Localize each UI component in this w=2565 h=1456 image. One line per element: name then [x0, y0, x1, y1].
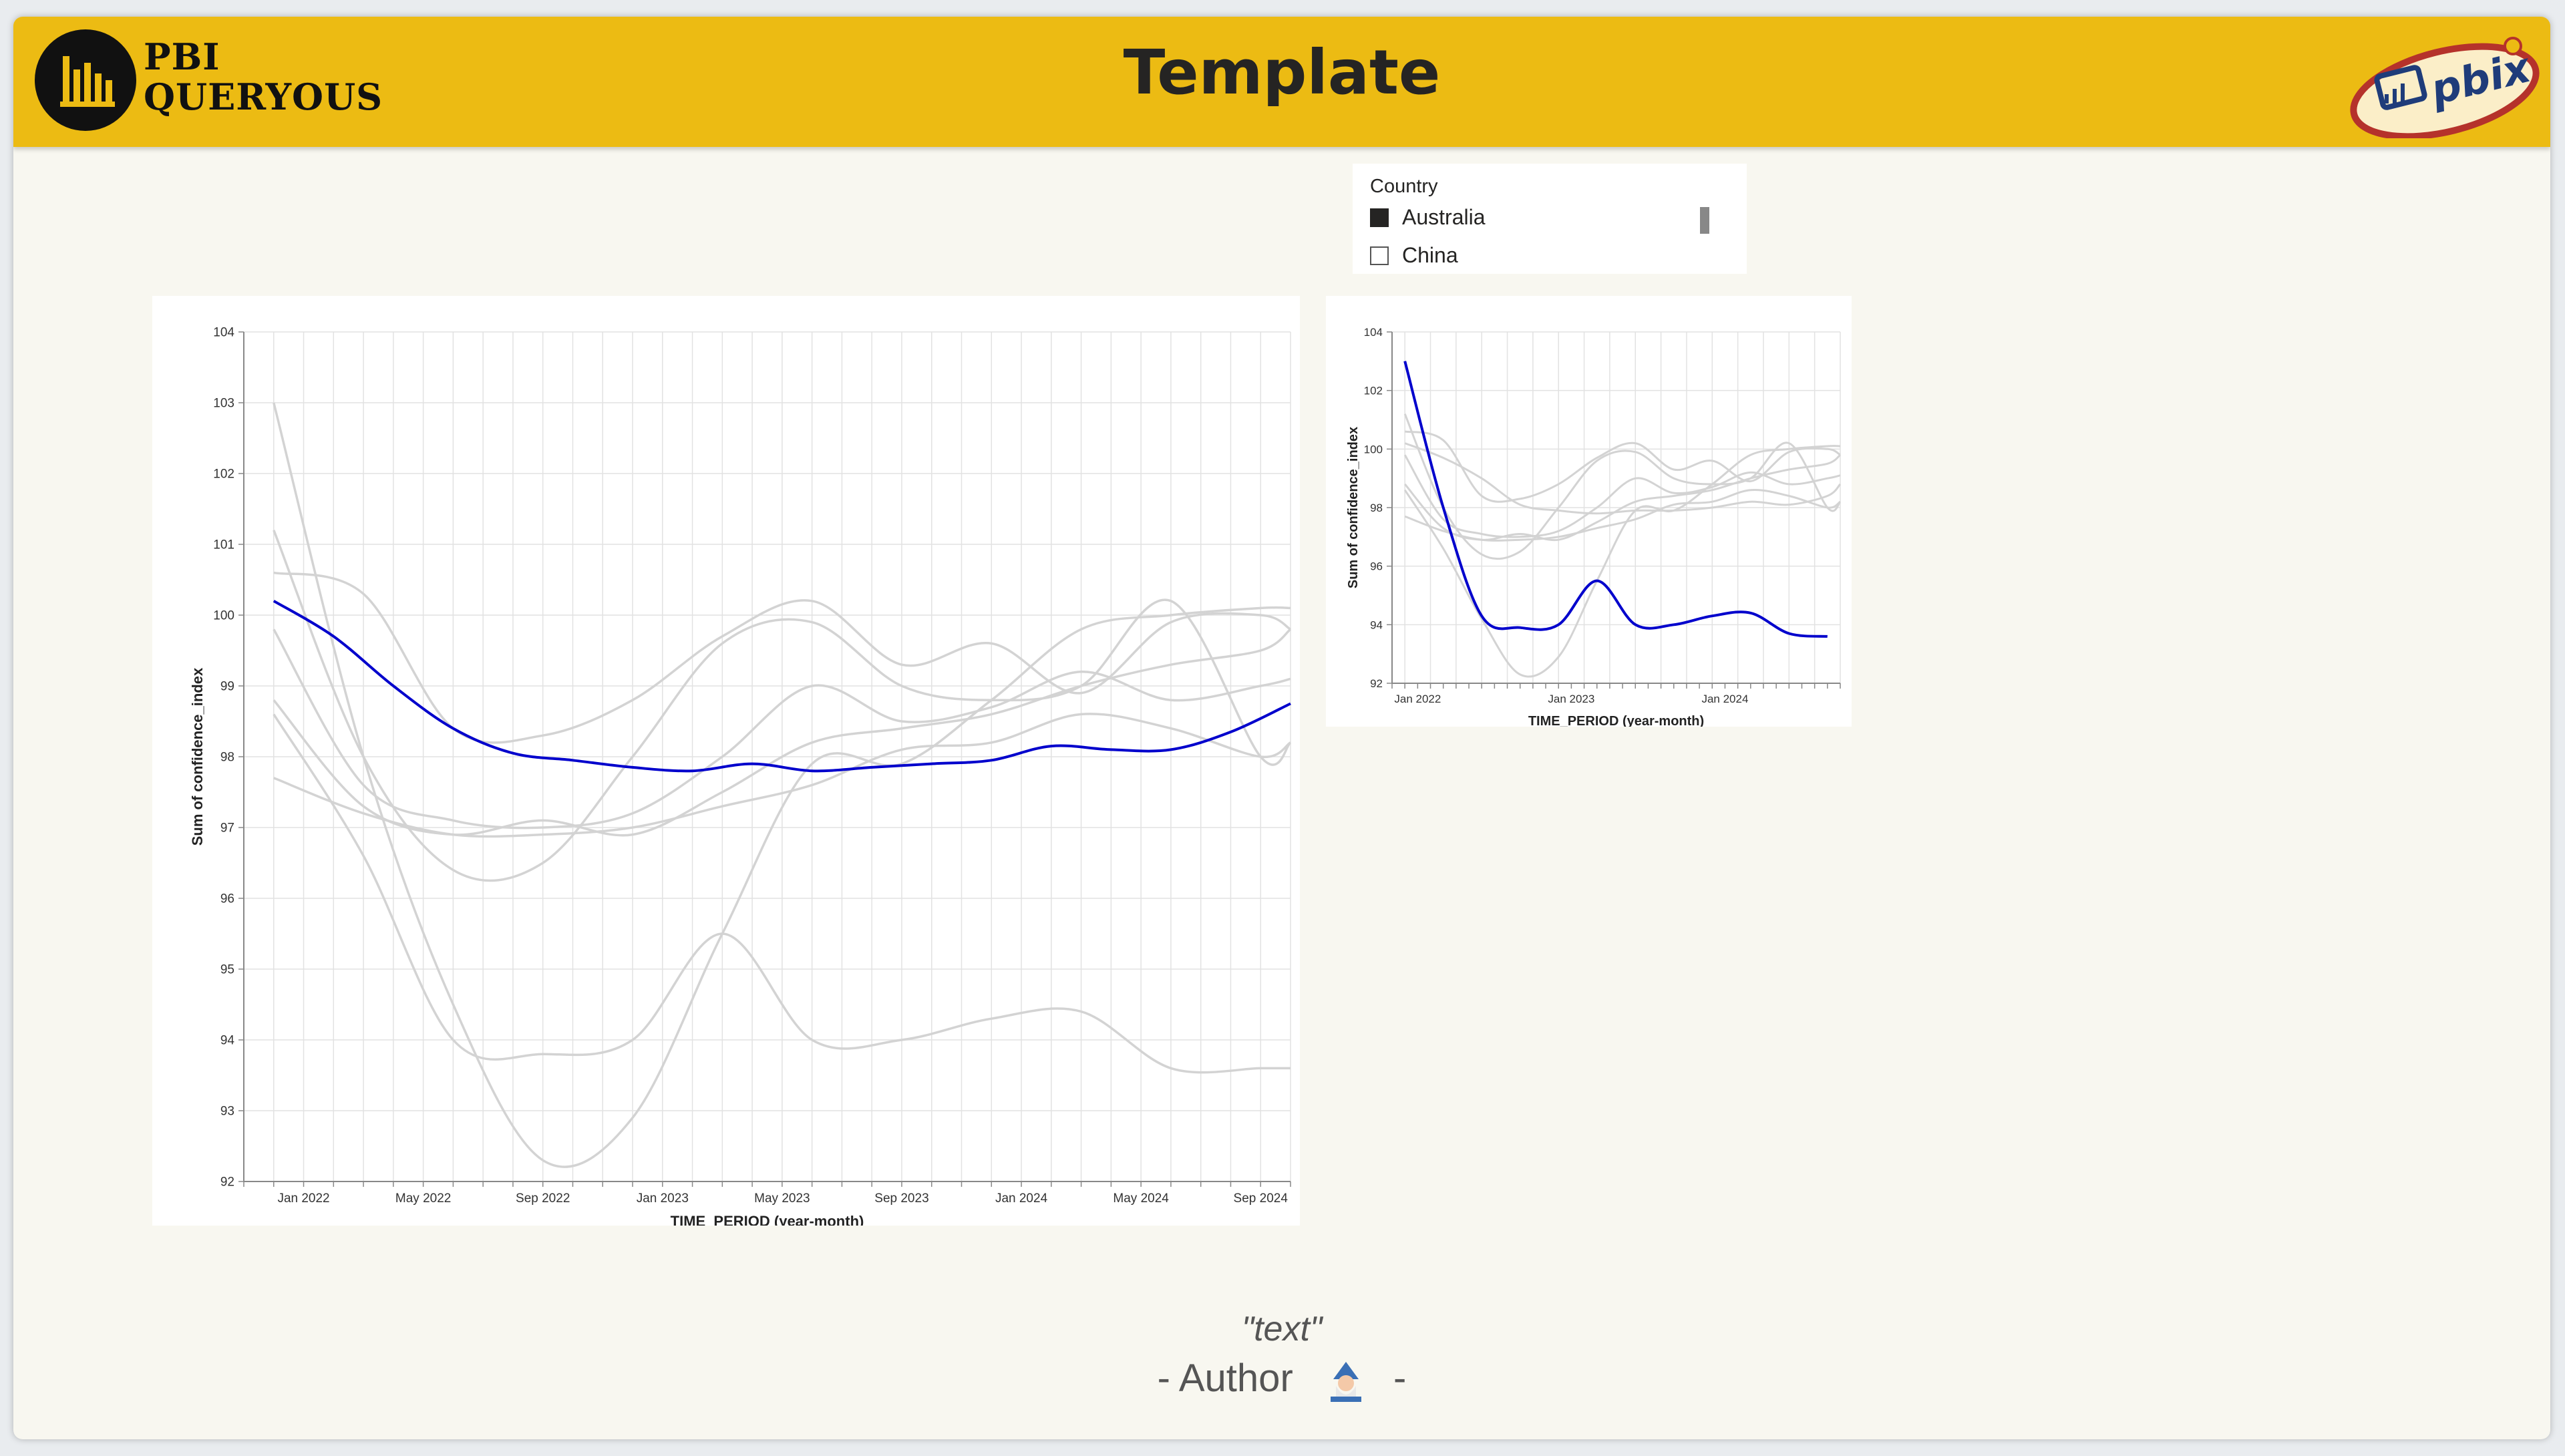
background-series-line	[1403, 445, 1841, 678]
wizard-icon	[1330, 1361, 1361, 1402]
y-tick-label: 96	[1370, 560, 1383, 573]
y-tick-label: 93	[220, 1105, 234, 1119]
slicer-item-label: China	[1402, 243, 1458, 268]
background-series-line	[273, 402, 1291, 1168]
y-tick-label: 92	[220, 1175, 234, 1190]
background-series-line	[273, 713, 1292, 838]
y-tick-label: 102	[213, 468, 234, 482]
x-tick-label: Sep 2024	[1234, 1192, 1289, 1206]
highlight-series-line	[1403, 361, 1828, 638]
y-tick-label: 100	[1364, 443, 1383, 456]
y-tick-label: 98	[220, 751, 234, 765]
line-chart-small[interactable]: 92 94 96 98 100 102 104 Jan 2022 Jan 2023 Jan 202…	[1326, 296, 1852, 727]
line-chart-large-svg: 92 93 94 95 96 97 98 99 100 101 102 103 104 Jan 2022 M…	[189, 326, 1292, 1226]
y-tick-label: 99	[220, 680, 234, 694]
background-series-line	[1404, 488, 1841, 542]
page-title: Template	[1123, 37, 1441, 108]
y-tick-label: 104	[213, 326, 234, 340]
line-chart-small-svg: 92 94 96 98 100 102 104 Jan 2022 Jan 2023 Jan 202…	[1346, 326, 1842, 727]
brand-line-2: QUERYOUS	[144, 75, 383, 118]
country-slicer[interactable]: Country Australia China	[1353, 164, 1747, 274]
pbix-logo-icon: pbix	[2350, 37, 2540, 138]
x-tick-label: Jan 2022	[277, 1192, 329, 1206]
checkbox-checked-icon[interactable]	[1370, 208, 1389, 227]
x-tick-label: May 2022	[395, 1192, 451, 1206]
y-tick-label: 101	[213, 538, 234, 552]
checkbox-unchecked-icon[interactable]	[1370, 246, 1389, 265]
y-tick-label: 92	[1370, 677, 1383, 690]
slicer-scrollbar[interactable]	[1700, 207, 1709, 234]
x-tick-label: May 2024	[1113, 1192, 1169, 1206]
y-tick-label: 104	[1364, 326, 1383, 339]
y-tick-label: 100	[213, 609, 234, 623]
y-tick-label: 103	[213, 397, 234, 411]
y-tick-label: 98	[1370, 502, 1383, 514]
background-series-line	[1403, 454, 1841, 538]
background-series-line	[273, 628, 1291, 830]
highlight-series-line	[273, 600, 1291, 773]
report-canvas: PBI QUERYOUS Template pbix Country Austr…	[13, 17, 2550, 1439]
slicer-item-australia[interactable]: Australia	[1370, 204, 1486, 230]
footer-quote: "text"	[1241, 1310, 1323, 1348]
author-prefix: - Author	[1157, 1356, 1293, 1400]
slicer-item-label: Australia	[1402, 205, 1486, 230]
y-tick-label: 97	[220, 822, 234, 836]
line-chart-large[interactable]: 92 93 94 95 96 97 98 99 100 101 102 103 104 Jan 2022 M…	[152, 296, 1300, 1226]
x-tick-label: Jan 2022	[1394, 693, 1441, 705]
y-axis-title: Sum of confidence_index	[1346, 427, 1361, 588]
brand-logo-icon	[35, 29, 136, 131]
slicer-item-china[interactable]: China	[1370, 242, 1458, 268]
x-tick-label: Sep 2022	[516, 1192, 570, 1206]
y-tick-label: 94	[220, 1034, 235, 1048]
brand-line-1: PBI	[144, 35, 220, 78]
slicer-title: Country	[1370, 176, 1438, 197]
author-suffix: -	[1393, 1356, 1407, 1400]
background-series-line	[1404, 442, 1842, 515]
x-axis-title: TIME_PERIOD (year-month)	[1528, 714, 1704, 727]
x-tick-label: Jan 2023	[637, 1192, 689, 1206]
y-tick-label: 96	[220, 892, 234, 906]
x-axis-title: TIME_PERIOD (year-month)	[671, 1213, 864, 1226]
brand-name: PBI QUERYOUS	[144, 37, 383, 117]
background-series-line	[273, 530, 1292, 882]
x-tick-label: May 2023	[754, 1192, 810, 1206]
background-series-line	[1403, 413, 1842, 560]
x-tick-label: Jan 2023	[1548, 693, 1594, 705]
x-tick-label: Jan 2024	[1701, 693, 1748, 705]
y-tick-label: 102	[1364, 385, 1383, 397]
x-tick-label: Jan 2024	[995, 1192, 1048, 1206]
background-series-line	[273, 571, 1291, 744]
y-tick-label: 94	[1370, 618, 1383, 631]
x-tick-label: Sep 2023	[874, 1192, 928, 1206]
report-header: PBI QUERYOUS Template pbix	[13, 17, 2550, 147]
y-axis-title: Sum of confidence_index	[189, 667, 206, 846]
footer-author: - Author -	[13, 1356, 2550, 1403]
background-series-line	[1404, 430, 1841, 503]
background-series-line	[273, 713, 1291, 1074]
y-tick-label: 95	[220, 963, 234, 977]
